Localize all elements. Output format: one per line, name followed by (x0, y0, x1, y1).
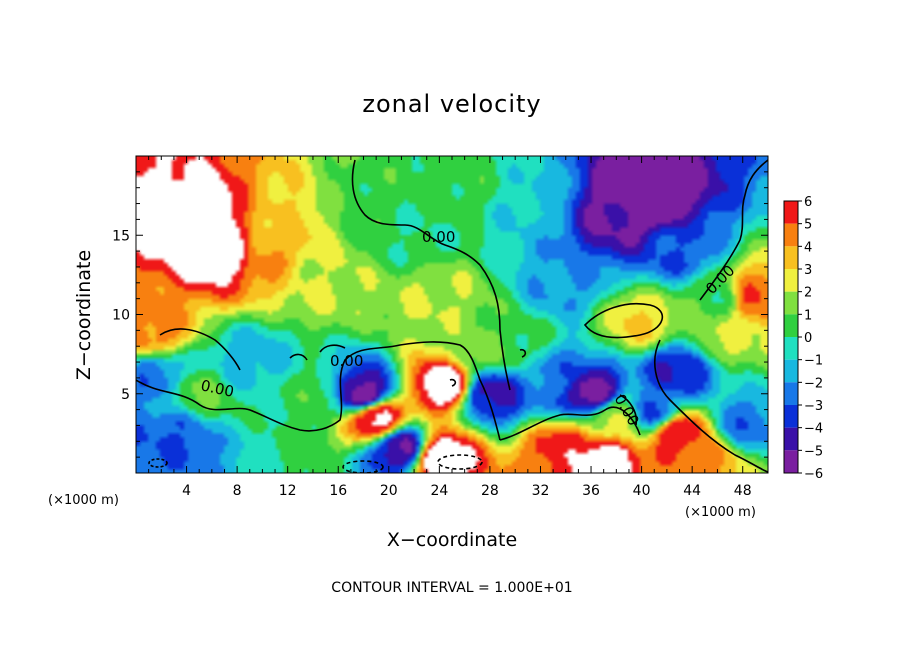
x-tick-label: 12 (279, 483, 297, 499)
colorbar-label: −2 (804, 376, 823, 391)
x-unit-right: (×1000 m) (685, 505, 756, 520)
zero-contour (351, 159, 511, 391)
zero-contour (519, 348, 527, 358)
x-tick-label: 24 (430, 483, 448, 499)
x-tick-label: 40 (633, 483, 651, 499)
colorbar-swatch (784, 359, 798, 383)
colorbar-label: 2 (804, 286, 812, 301)
heatmap-field (136, 156, 768, 473)
contour-label: 0.00 (422, 228, 455, 246)
colorbar-label: 4 (804, 240, 812, 255)
colorbar-swatch (784, 269, 798, 292)
y-tick-label: 5 (121, 387, 130, 403)
colorbar-swatch (784, 405, 798, 428)
zero-contour (289, 353, 308, 361)
x-tick-label: 32 (532, 483, 550, 499)
zero-contour (449, 378, 457, 387)
colorbar-label: −1 (804, 354, 823, 369)
contour-label: 0.00 (330, 352, 363, 370)
zero-contour (319, 344, 346, 353)
zero-contour-lines (136, 159, 768, 473)
x-unit-left: (×1000 m) (48, 493, 119, 508)
x-axis-label: X−coordinate (387, 529, 517, 551)
x-tick-label: 44 (683, 483, 701, 499)
colorbar-label: −4 (804, 422, 823, 437)
zero-contour (148, 458, 168, 468)
zero-contour (619, 394, 638, 426)
colorbar-label: 5 (804, 218, 812, 233)
chart-title: zonal velocity (362, 90, 541, 118)
colorbar-swatch (784, 450, 798, 473)
x-tick-label: 48 (734, 483, 752, 499)
zero-contour (583, 302, 664, 339)
colorbar-label: 6 (804, 195, 812, 210)
colorbar-swatch (784, 246, 798, 269)
heatmap-image (136, 156, 768, 473)
zero-contour (699, 159, 768, 301)
y-axis-ticks: 5 10 15 (112, 171, 768, 458)
colorbar-label: −3 (804, 399, 823, 414)
colorbar-swatch (784, 427, 798, 451)
x-tick-label: 20 (380, 483, 398, 499)
zero-contour (159, 328, 241, 371)
colorbar-label: 0 (804, 331, 812, 346)
contour-interval-note: CONTOUR INTERVAL = 1.000E+01 (331, 580, 572, 596)
x-tick-label: 4 (182, 483, 191, 499)
x-tick-label: 8 (233, 483, 242, 499)
zero-contour (437, 454, 483, 470)
zero-contour (342, 460, 384, 473)
zero-contour (654, 339, 768, 473)
colorbar-label: −6 (804, 467, 823, 482)
zero-contour (136, 341, 501, 441)
y-tick-label: 15 (112, 228, 130, 244)
y-tick-label: 10 (112, 308, 130, 324)
colorbar-swatch (784, 201, 798, 224)
colorbar-swatch (784, 223, 798, 247)
colorbar-swatch (784, 291, 798, 315)
colorbar-swatch (784, 314, 798, 337)
y-axis-label: Z−coordinate (73, 250, 95, 380)
colorbar-label: 3 (804, 263, 812, 278)
colorbar-swatch (784, 337, 798, 360)
colorbar: 6 5 4 3 2 1 0 −1 −2 −3 −4 −5 −6 (783, 195, 823, 482)
x-tick-label: 28 (481, 483, 499, 499)
x-axis-ticks: 4 8 12 16 20 24 28 32 36 40 44 48 (148, 156, 756, 499)
x-tick-label: 36 (582, 483, 600, 499)
colorbar-label: 1 (804, 308, 812, 323)
colorbar-swatch (784, 382, 798, 405)
colorbar-label: −5 (804, 444, 823, 459)
x-tick-label: 16 (329, 483, 347, 499)
zero-contour (499, 406, 641, 441)
